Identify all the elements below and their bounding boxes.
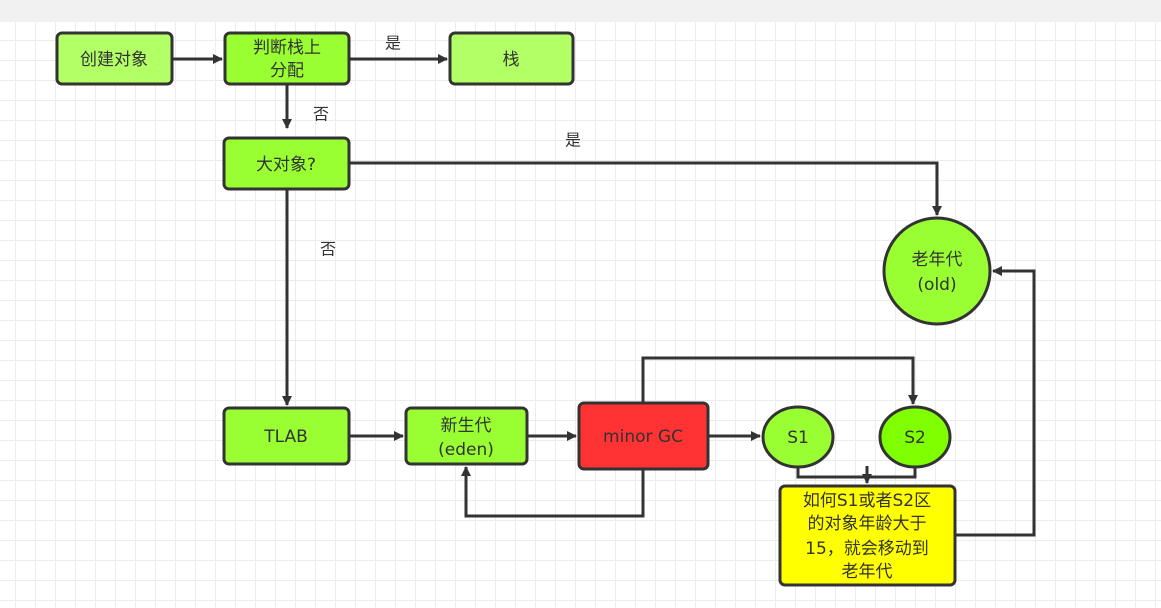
note-line1: 如何S1或者S2区: [803, 491, 931, 511]
node-large-object-check[interactable]: 大对象?: [222, 136, 351, 191]
note-line3: 15，就会移动到: [805, 539, 929, 559]
node-label: S1: [787, 428, 809, 448]
node-tlab[interactable]: TLAB: [222, 406, 351, 466]
node-s1[interactable]: S1: [761, 405, 835, 469]
node-label: 大对象?: [256, 155, 316, 175]
node-minor-gc[interactable]: minor GC: [577, 401, 710, 471]
node-label: 创建对象: [80, 50, 148, 70]
edge-label-large-yes: 是: [565, 131, 581, 150]
note-line2: 的对象年龄大于: [808, 514, 927, 534]
node-label: minor GC: [603, 427, 683, 447]
node-label: S2: [904, 428, 926, 448]
node-stack-allocation-check[interactable]: 判断栈上 分配: [223, 31, 351, 86]
edge-label-large-no: 否: [320, 240, 336, 259]
node-stack[interactable]: 栈: [448, 31, 575, 86]
note-line4: 老年代: [842, 562, 893, 582]
edge-gc-to-eden[interactable]: [461, 466, 645, 518]
node-label-line1: 新生代: [441, 416, 492, 436]
top-toolbar: [0, 0, 1161, 22]
node-label-line2: 分配: [270, 61, 304, 81]
edge-survivors-merge[interactable]: [796, 467, 917, 479]
node-age-note[interactable]: 如何S1或者S2区 的对象年龄大于 15，就会移动到 老年代: [778, 484, 957, 587]
node-label: 栈: [503, 50, 520, 70]
node-create-object[interactable]: 创建对象: [55, 31, 174, 86]
edge-label-stack-no: 否: [313, 105, 329, 124]
node-old-generation[interactable]: 老年代 (old): [882, 216, 992, 326]
node-label: TLAB: [263, 427, 308, 447]
node-label-line1: 老年代: [912, 250, 963, 270]
node-s2[interactable]: S2: [878, 405, 952, 469]
edge-label-stack-yes: 是: [385, 34, 401, 53]
edge-gc-to-s2[interactable]: [641, 356, 918, 405]
node-eden[interactable]: 新生代 (eden): [404, 406, 529, 466]
node-label-line2: (eden): [438, 440, 494, 460]
edge-note-to-old[interactable]: [955, 266, 1036, 537]
node-label-line2: (old): [917, 275, 956, 295]
node-label-line1: 判断栈上: [253, 38, 321, 58]
edges: [172, 54, 1036, 537]
edge-large-to-old[interactable]: [349, 161, 942, 216]
